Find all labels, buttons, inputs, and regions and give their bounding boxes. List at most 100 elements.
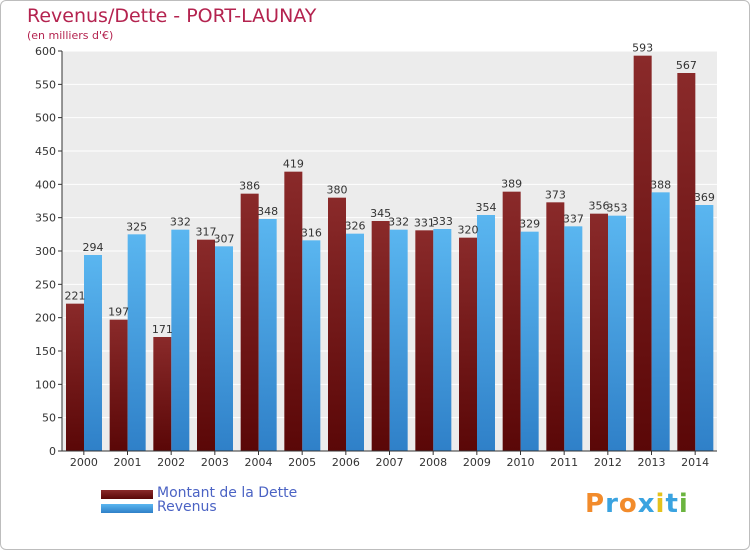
- y-tick-label: 450: [35, 145, 56, 158]
- brand-letter: i: [655, 489, 666, 519]
- legend-swatch-revenus: [101, 504, 153, 513]
- brand-letter: o: [618, 489, 638, 519]
- bar-revenus: [258, 219, 277, 451]
- brand-letter: x: [637, 489, 656, 519]
- bar-debt: [371, 221, 390, 451]
- bar-debt: [328, 197, 346, 451]
- data-label: 388: [650, 178, 671, 191]
- x-tick-label: 2013: [638, 456, 666, 469]
- x-tick-label: 2005: [288, 456, 316, 469]
- bar-debt: [66, 303, 84, 451]
- y-tick-label: 100: [35, 378, 56, 391]
- bar-revenus: [127, 234, 146, 451]
- data-label: 320: [458, 224, 479, 237]
- data-label: 386: [239, 180, 260, 193]
- y-tick-label: 200: [35, 312, 56, 325]
- data-label: 197: [108, 306, 129, 319]
- y-tick-label: 400: [35, 178, 56, 191]
- y-tick-label: 550: [35, 78, 56, 91]
- bar-debt: [633, 55, 652, 452]
- bar-revenus: [477, 215, 495, 451]
- x-tick-label: 2011: [550, 456, 578, 469]
- y-tick-label: 500: [35, 112, 56, 125]
- data-label: 333: [432, 215, 453, 228]
- x-tick-label: 2007: [376, 456, 404, 469]
- data-label: 345: [370, 207, 391, 220]
- data-label: 332: [388, 216, 409, 229]
- bar-debt: [677, 73, 696, 451]
- x-tick-label: 2004: [245, 456, 273, 469]
- proxiti-logo: Proxiti: [585, 489, 689, 519]
- legend-label-debt: Montant de la Dette: [157, 485, 298, 501]
- brand-letter: P: [585, 489, 606, 519]
- x-tick-label: 2009: [463, 456, 491, 469]
- bar-revenus: [302, 240, 321, 451]
- bar-debt: [197, 239, 215, 451]
- y-tick-label: 600: [35, 45, 56, 58]
- y-tick-label: 50: [42, 412, 56, 425]
- bar-revenus: [389, 229, 408, 451]
- brand-letter: t: [665, 489, 679, 519]
- data-label: 356: [589, 200, 610, 213]
- data-label: 353: [607, 202, 628, 215]
- data-label: 325: [126, 220, 147, 233]
- x-tick-label: 2006: [332, 456, 360, 469]
- y-tick-label: 250: [35, 278, 56, 291]
- x-tick-label: 2002: [157, 456, 185, 469]
- bar-revenus: [520, 231, 539, 451]
- bar-debt: [546, 202, 565, 451]
- bar-revenus: [608, 215, 626, 451]
- x-tick-label: 2000: [70, 456, 98, 469]
- y-tick-label: 0: [49, 445, 56, 458]
- bar-revenus: [215, 246, 233, 451]
- data-label: 380: [327, 184, 348, 197]
- data-label: 332: [170, 216, 191, 229]
- data-label: 221: [65, 290, 86, 303]
- bar-revenus: [433, 229, 452, 451]
- bar-debt: [590, 213, 608, 451]
- bar-revenus: [171, 229, 190, 451]
- bar-debt: [459, 237, 477, 451]
- brand-letter: i: [678, 489, 689, 519]
- x-tick-label: 2012: [594, 456, 622, 469]
- bar-revenus: [651, 192, 670, 452]
- data-label: 419: [283, 158, 304, 171]
- chart-title: Revenus/Dette - PORT-LAUNAY: [27, 5, 317, 27]
- brand-letter: r: [605, 489, 619, 519]
- y-tick-label: 150: [35, 345, 56, 358]
- data-label: 373: [545, 188, 566, 201]
- data-label: 331: [414, 216, 435, 229]
- bar-debt: [502, 191, 521, 451]
- x-tick-label: 2008: [419, 456, 447, 469]
- x-tick-label: 2003: [201, 456, 229, 469]
- bar-revenus: [695, 205, 714, 451]
- chart-subtitle: (en milliers d'€): [27, 29, 114, 42]
- bar-debt: [284, 171, 303, 451]
- bar-debt: [153, 337, 172, 451]
- data-label: 329: [519, 218, 540, 231]
- bar-debt: [415, 230, 434, 451]
- data-label: 326: [345, 220, 366, 233]
- bar-debt: [109, 319, 128, 451]
- data-label: 337: [563, 212, 584, 225]
- y-tick-label: 350: [35, 212, 56, 225]
- x-tick-label: 2001: [114, 456, 142, 469]
- data-label: 307: [214, 232, 235, 245]
- bar-debt: [240, 193, 259, 451]
- y-tick-label: 300: [35, 245, 56, 258]
- data-label: 317: [196, 226, 217, 239]
- data-label: 316: [301, 226, 322, 239]
- data-label: 593: [632, 42, 653, 55]
- data-label: 389: [501, 178, 522, 191]
- data-label: 354: [476, 201, 497, 214]
- data-label: 567: [676, 59, 697, 72]
- bar-revenus: [84, 255, 102, 451]
- bar-revenus: [346, 233, 364, 451]
- legend-swatch-debt: [101, 490, 153, 499]
- data-label: 294: [83, 241, 104, 254]
- data-label: 171: [152, 323, 173, 336]
- x-tick-label: 2014: [681, 456, 709, 469]
- legend-label-revenus: Revenus: [157, 499, 217, 515]
